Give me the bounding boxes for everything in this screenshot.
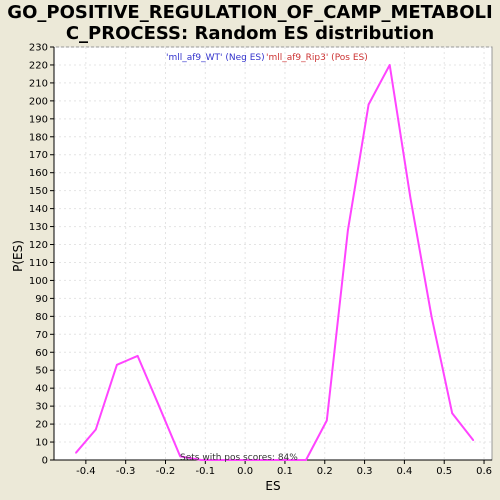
y-tick-label: 20	[35, 420, 48, 431]
data-point	[389, 64, 391, 66]
data-point	[368, 104, 370, 106]
data-point	[116, 364, 118, 366]
y-tick-label: 200	[29, 96, 48, 107]
x-tick-label: -0.2	[156, 466, 176, 477]
data-point	[305, 459, 307, 461]
y-tick-label: 80	[35, 312, 48, 323]
data-point	[431, 316, 433, 318]
y-tick-label: 30	[35, 402, 48, 413]
y-tick-label: 90	[35, 294, 48, 305]
y-tick-label: 180	[29, 132, 48, 143]
x-tick-label: -0.1	[196, 466, 216, 477]
y-tick-label: 0	[42, 456, 48, 467]
y-tick-label: 70	[35, 330, 48, 341]
annotation-pos-scores: Sets with pos scores: 84%	[180, 453, 298, 463]
y-tick-label: 220	[29, 60, 48, 71]
y-tick-label: 50	[35, 366, 48, 377]
data-point	[472, 439, 474, 441]
y-tick-label: 160	[29, 168, 48, 179]
x-tick-label: 0.4	[396, 466, 412, 477]
legend-pos-es: 'mll_af9_Rip3' (Pos ES)	[266, 53, 368, 63]
y-tick-label: 120	[29, 240, 48, 251]
data-point	[326, 420, 328, 422]
y-tick-label: 130	[29, 222, 48, 233]
data-point	[137, 355, 139, 357]
y-tick-label: 10	[35, 438, 48, 449]
x-axis-label: ES	[265, 479, 280, 493]
x-tick-label: 0.5	[436, 466, 452, 477]
data-point	[410, 197, 412, 199]
y-tick-label: 100	[29, 276, 48, 287]
x-tick-label: 0.3	[357, 466, 373, 477]
data-point	[347, 229, 349, 231]
x-tick-label: 0.0	[237, 466, 253, 477]
data-point	[451, 413, 453, 415]
y-tick-label: 170	[29, 150, 48, 161]
data-point	[75, 452, 77, 454]
x-tick-label: 0.2	[317, 466, 333, 477]
data-point	[95, 429, 97, 431]
chart-title-line2: C_PROCESS: Random ES distribution	[66, 23, 434, 44]
x-tick-label: -0.4	[76, 466, 96, 477]
chart-title-line1: GO_POSITIVE_REGULATION_OF_CAMP_METABOLI	[7, 2, 492, 23]
y-tick-label: 60	[35, 348, 48, 359]
x-tick-label: 0.1	[277, 466, 293, 477]
y-tick-label: 110	[29, 258, 48, 269]
legend-neg-es: 'mll_af9_WT' (Neg ES)	[166, 53, 265, 63]
x-tick-label: -0.3	[116, 466, 136, 477]
y-tick-label: 140	[29, 204, 48, 215]
y-tick-label: 150	[29, 186, 48, 197]
y-tick-label: 40	[35, 384, 48, 395]
y-tick-label: 230	[29, 43, 48, 54]
y-axis-label: P(ES)	[11, 240, 25, 272]
y-tick-label: 210	[29, 78, 48, 89]
x-tick-label: 0.6	[476, 466, 492, 477]
y-tick-label: 190	[29, 114, 48, 125]
plot-area	[54, 47, 492, 460]
data-point	[158, 404, 160, 406]
